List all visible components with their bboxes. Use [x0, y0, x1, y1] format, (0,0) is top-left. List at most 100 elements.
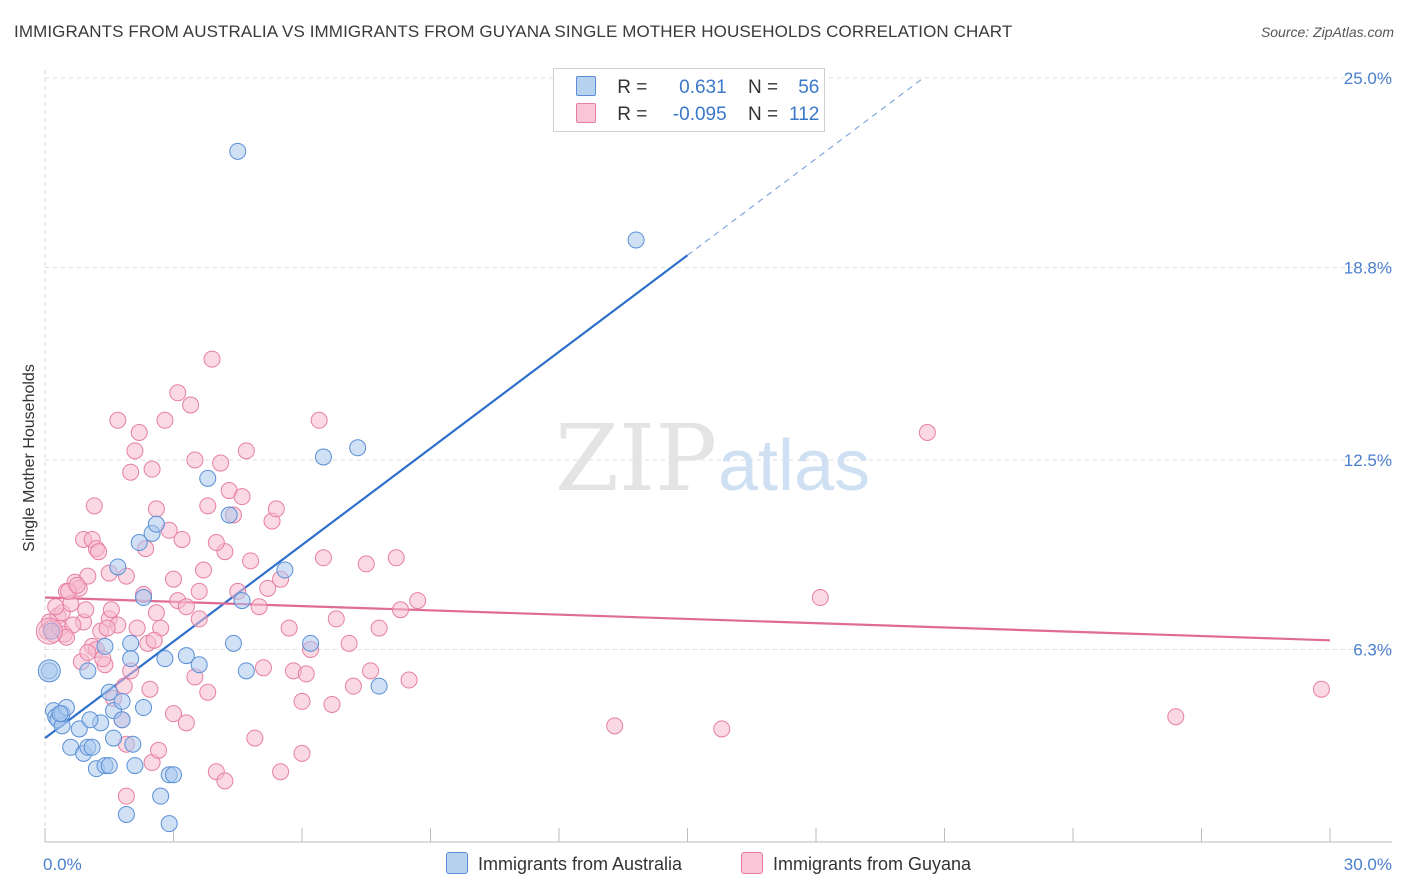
point-australia — [51, 705, 69, 723]
point-australia — [152, 787, 170, 805]
trend-line-australia-extension — [687, 77, 924, 256]
point-guyana — [340, 634, 358, 652]
point-guyana — [314, 549, 332, 567]
legend-n-australia: 56 — [798, 77, 820, 98]
point-australia — [113, 711, 131, 729]
point-australia — [370, 677, 388, 695]
point-guyana — [203, 350, 221, 368]
point-guyana — [145, 631, 163, 649]
point-guyana — [115, 677, 133, 695]
point-australia — [302, 634, 320, 652]
point-guyana — [212, 454, 230, 472]
y-tick-label: 12.5% — [1344, 451, 1392, 470]
point-guyana — [293, 744, 311, 762]
data-points — [35, 142, 1330, 833]
point-australia — [177, 647, 195, 665]
point-guyana — [68, 576, 86, 594]
point-australia — [100, 683, 118, 701]
point-guyana — [233, 488, 251, 506]
point-guyana — [409, 592, 427, 610]
point-guyana — [310, 411, 328, 429]
legend-r-label: R = — [617, 104, 648, 125]
point-guyana — [126, 442, 144, 460]
point-guyana — [1167, 708, 1185, 726]
point-guyana — [713, 720, 731, 738]
point-guyana — [177, 598, 195, 616]
y-tick-label: 6.3% — [1353, 640, 1392, 659]
legend-swatch-australia — [576, 76, 596, 96]
y-tick-label: 25.0% — [1344, 69, 1392, 88]
point-guyana — [79, 644, 97, 662]
point-guyana — [259, 579, 277, 597]
point-australia — [190, 656, 208, 674]
bottom-legend-label-guyana: Immigrants from Guyana — [773, 854, 972, 874]
legend-r-label: R = — [617, 77, 648, 98]
point-guyana — [280, 619, 298, 637]
point-guyana — [35, 617, 63, 645]
point-australia — [135, 699, 153, 717]
point-guyana — [122, 463, 140, 481]
watermark-atlas: atlas — [718, 426, 870, 506]
point-guyana — [400, 671, 418, 689]
point-australia — [156, 650, 174, 668]
bottom-legend-swatch-australia — [446, 852, 468, 874]
bottom-legend-label-australia: Immigrants from Australia — [478, 854, 683, 874]
point-guyana — [323, 695, 341, 713]
point-guyana — [387, 549, 405, 567]
point-australia — [237, 662, 255, 680]
point-australia — [122, 650, 140, 668]
point-guyana — [85, 497, 103, 515]
point-guyana — [606, 717, 624, 735]
point-australia — [224, 634, 242, 652]
point-australia — [165, 766, 182, 784]
point-guyana — [272, 763, 290, 781]
point-guyana — [370, 619, 388, 637]
point-australia — [314, 448, 332, 466]
point-guyana — [1312, 680, 1330, 698]
point-australia — [147, 515, 165, 533]
point-australia — [79, 662, 97, 680]
point-guyana — [199, 683, 217, 701]
point-guyana — [199, 497, 217, 515]
bottom-legend-australia: Immigrants from Australia — [446, 852, 682, 875]
point-australia — [105, 729, 123, 747]
point-guyana — [267, 500, 285, 518]
point-australia — [122, 634, 140, 652]
point-australia — [130, 534, 148, 552]
point-australia — [233, 592, 251, 610]
point-australia — [276, 561, 294, 579]
point-guyana — [811, 589, 829, 607]
point-australia — [126, 757, 144, 775]
point-guyana — [207, 534, 225, 552]
point-guyana — [77, 601, 95, 619]
point-guyana — [147, 604, 165, 622]
legend-r-australia: 0.631 — [679, 77, 727, 98]
point-guyana — [165, 570, 182, 588]
point-guyana — [246, 729, 264, 747]
tick-labels: 6.3% 12.5% 18.8% 25.0% 0.0% 30.0% — [43, 69, 1392, 874]
point-australia — [160, 815, 178, 833]
point-guyana — [90, 543, 108, 561]
legend-row-australia: R = 0.631 N = 56 — [576, 76, 819, 98]
point-australia — [96, 637, 114, 655]
legend-n-label: N = — [747, 77, 779, 98]
point-australia — [100, 757, 118, 775]
point-australia — [117, 805, 135, 823]
bottom-legend-swatch-guyana — [741, 852, 763, 874]
legend-n-label: N = — [747, 104, 779, 125]
point-australia — [124, 735, 142, 753]
point-guyana — [186, 451, 204, 469]
gridlines — [45, 77, 1392, 650]
point-guyana — [357, 555, 375, 573]
point-guyana — [47, 598, 65, 616]
legend-n-guyana: 112 — [789, 104, 820, 125]
point-australia — [229, 142, 247, 160]
y-tick-label: 18.8% — [1344, 258, 1392, 277]
point-guyana — [169, 384, 187, 402]
point-australia — [627, 231, 645, 249]
point-guyana — [392, 601, 410, 619]
point-guyana — [102, 601, 120, 619]
watermark-zip: ZIP — [555, 405, 717, 512]
point-guyana — [147, 500, 165, 518]
